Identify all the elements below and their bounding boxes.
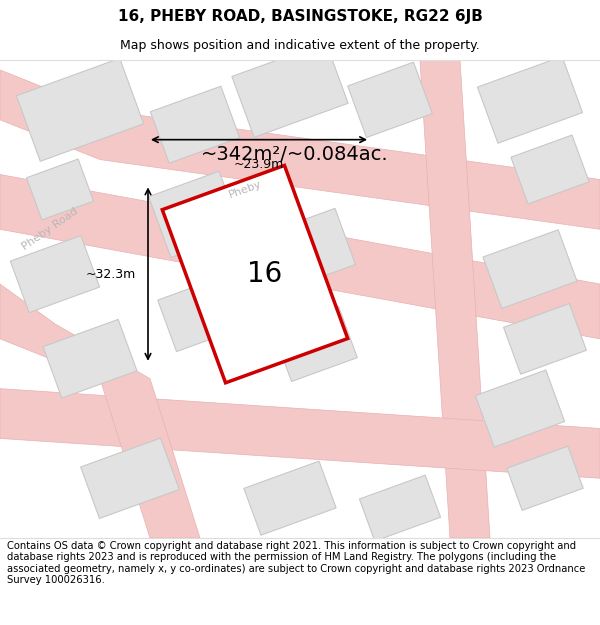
- Polygon shape: [475, 370, 565, 447]
- Polygon shape: [158, 276, 242, 352]
- Polygon shape: [244, 461, 336, 535]
- Polygon shape: [149, 171, 241, 258]
- Polygon shape: [478, 56, 583, 143]
- Polygon shape: [507, 446, 583, 511]
- Text: ~23.9m: ~23.9m: [234, 158, 284, 171]
- Polygon shape: [0, 389, 600, 478]
- Text: 16: 16: [247, 260, 283, 288]
- Text: Pheby: Pheby: [227, 179, 263, 200]
- Polygon shape: [265, 208, 355, 290]
- Polygon shape: [483, 230, 577, 309]
- Polygon shape: [162, 166, 348, 382]
- Text: ~342m²/~0.084ac.: ~342m²/~0.084ac.: [201, 145, 389, 164]
- Polygon shape: [273, 306, 357, 381]
- Polygon shape: [151, 86, 239, 163]
- Polygon shape: [0, 70, 600, 229]
- Polygon shape: [511, 135, 589, 204]
- Text: 16, PHEBY ROAD, BASINGSTOKE, RG22 6JB: 16, PHEBY ROAD, BASINGSTOKE, RG22 6JB: [118, 9, 482, 24]
- Polygon shape: [43, 319, 137, 398]
- Polygon shape: [0, 284, 200, 538]
- Polygon shape: [80, 438, 179, 519]
- Text: Contains OS data © Crown copyright and database right 2021. This information is : Contains OS data © Crown copyright and d…: [7, 541, 586, 586]
- Polygon shape: [503, 304, 586, 374]
- Polygon shape: [0, 174, 600, 339]
- Polygon shape: [348, 62, 432, 138]
- Text: ~32.3m: ~32.3m: [86, 268, 136, 281]
- Polygon shape: [359, 475, 440, 541]
- Polygon shape: [10, 236, 100, 312]
- Text: Map shows position and indicative extent of the property.: Map shows position and indicative extent…: [120, 39, 480, 51]
- Polygon shape: [232, 42, 348, 138]
- Polygon shape: [420, 60, 490, 538]
- Text: Pheby Road: Pheby Road: [20, 206, 80, 252]
- Polygon shape: [16, 58, 143, 161]
- Polygon shape: [26, 159, 94, 220]
